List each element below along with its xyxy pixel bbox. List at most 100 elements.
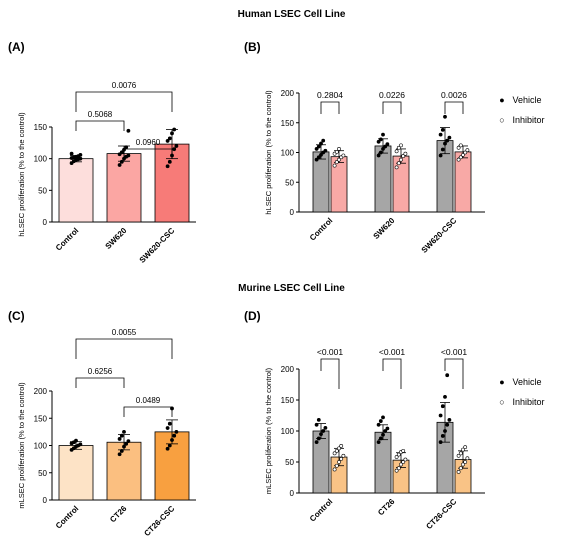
data-point bbox=[378, 419, 383, 423]
y-tick-label: 50 bbox=[285, 458, 294, 467]
data-point bbox=[381, 415, 385, 420]
data-point bbox=[334, 448, 339, 453]
data-point bbox=[69, 151, 74, 156]
legend-label-vehicle: Vehicle bbox=[512, 377, 542, 387]
data-point bbox=[170, 438, 174, 442]
open-circle-icon: ○ bbox=[499, 115, 505, 125]
data-point bbox=[376, 153, 381, 158]
chart-d: 0 50 100 150 200 mLSEC proliferation (% to th… bbox=[264, 347, 485, 531]
panel-label-c: (C) bbox=[8, 309, 25, 323]
data-point bbox=[126, 439, 131, 444]
bar bbox=[58, 158, 94, 223]
data-point bbox=[314, 422, 319, 427]
data-point bbox=[396, 145, 401, 150]
data-point bbox=[319, 432, 323, 437]
data-point bbox=[323, 148, 328, 153]
data-point bbox=[122, 429, 126, 434]
x-tick-label: Control bbox=[308, 497, 334, 523]
data-point bbox=[396, 161, 401, 166]
comparison-bracket bbox=[75, 338, 173, 359]
data-point bbox=[117, 163, 122, 167]
data-point bbox=[445, 138, 450, 143]
data-point bbox=[339, 456, 344, 461]
x-tick-label: CT26 bbox=[108, 504, 129, 525]
data-point bbox=[381, 147, 385, 151]
comparison-bracket bbox=[320, 358, 340, 389]
data-point bbox=[396, 466, 401, 471]
data-point bbox=[376, 422, 381, 427]
data-point bbox=[172, 147, 177, 152]
data-point bbox=[316, 436, 321, 441]
y-tick-label: 200 bbox=[281, 89, 295, 98]
data-point bbox=[78, 156, 83, 161]
data-point bbox=[447, 417, 452, 422]
data-point bbox=[316, 144, 321, 149]
x-tick-label: SW620 bbox=[371, 216, 396, 241]
data-point bbox=[458, 451, 463, 456]
bar bbox=[392, 155, 410, 213]
data-point bbox=[461, 152, 465, 157]
bar bbox=[106, 441, 142, 501]
data-point bbox=[447, 135, 452, 140]
data-point bbox=[337, 446, 341, 451]
y-axis-label: mLSEC proliferation (% to the control) bbox=[17, 382, 26, 509]
x-tick-label: Control bbox=[54, 504, 80, 530]
data-point bbox=[456, 157, 461, 162]
data-point bbox=[401, 448, 406, 453]
data-point bbox=[445, 373, 450, 378]
p-value-label: 0.0226 bbox=[379, 90, 405, 100]
data-point bbox=[385, 142, 390, 147]
data-point bbox=[443, 395, 447, 399]
data-point bbox=[440, 127, 445, 132]
p-value-label: 0.0489 bbox=[136, 396, 161, 405]
data-point bbox=[117, 452, 122, 457]
data-point bbox=[461, 462, 465, 467]
data-point bbox=[334, 150, 339, 154]
human-section-title: Human LSEC Cell Line bbox=[237, 9, 346, 20]
x-tick-label: SW620-CSC bbox=[138, 226, 177, 265]
chart-b: 0 50 100 150 200 hLSEC proliferation (% to th… bbox=[264, 89, 485, 255]
p-value-label: <0.001 bbox=[441, 347, 468, 357]
comparison-bracket bbox=[123, 148, 173, 159]
data-point bbox=[165, 446, 170, 451]
data-point bbox=[316, 417, 321, 422]
x-tick-label: Control bbox=[54, 226, 80, 252]
legend-item-inhibitor: ○ Inhibitor bbox=[494, 392, 544, 412]
data-point bbox=[165, 164, 170, 169]
data-point bbox=[440, 147, 445, 152]
data-point bbox=[167, 136, 172, 141]
data-point bbox=[403, 151, 408, 156]
data-point bbox=[458, 155, 463, 160]
legend-item-vehicle: ● Vehicle bbox=[494, 372, 545, 392]
data-point bbox=[383, 144, 388, 149]
data-point bbox=[126, 128, 131, 133]
data-point bbox=[334, 160, 339, 164]
data-point bbox=[456, 453, 461, 458]
data-point bbox=[394, 165, 399, 170]
legend-murine: ● Vehicle ○ Inhibitor bbox=[494, 372, 545, 412]
data-point bbox=[399, 462, 403, 467]
data-point bbox=[321, 138, 326, 143]
data-point bbox=[316, 155, 321, 160]
panel-label-d: (D) bbox=[244, 309, 261, 323]
data-point bbox=[165, 139, 170, 143]
bar bbox=[312, 430, 330, 494]
data-point bbox=[319, 141, 323, 146]
comparison-bracket bbox=[75, 377, 125, 388]
p-value-label: 0.0055 bbox=[112, 328, 137, 337]
x-tick-label: Control bbox=[308, 216, 334, 242]
panel-label-b: (B) bbox=[244, 40, 261, 54]
data-point bbox=[445, 422, 450, 427]
data-point bbox=[394, 468, 399, 473]
legend-label-inhibitor: Inhibitor bbox=[512, 115, 545, 125]
data-point bbox=[443, 141, 447, 146]
data-point bbox=[124, 145, 129, 150]
data-point bbox=[465, 148, 470, 153]
p-value-label: 0.5068 bbox=[88, 110, 113, 119]
y-tick-label: 200 bbox=[34, 387, 48, 396]
y-tick-label: 100 bbox=[34, 442, 48, 451]
legend-human: ● Vehicle ○ Inhibitor bbox=[494, 90, 545, 130]
data-point bbox=[443, 429, 447, 433]
x-tick-label: SW620-CSC bbox=[420, 216, 459, 255]
y-tick-label: 50 bbox=[38, 469, 47, 478]
